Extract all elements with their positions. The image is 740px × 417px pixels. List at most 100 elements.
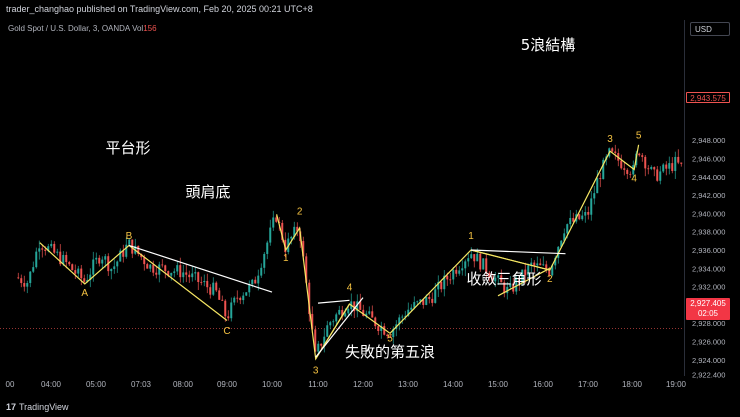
pattern-label: 平台形 [105, 139, 150, 157]
candle-body [263, 253, 266, 268]
candle-body [23, 283, 26, 287]
candle-body [92, 259, 95, 275]
x-tick-label: 19:00 [666, 380, 687, 389]
candle-body [677, 156, 680, 163]
y-tick-label: 2,944.000 [692, 173, 725, 182]
candle-body [344, 313, 347, 317]
vol-label: Vol [132, 24, 144, 33]
pattern-line-wave4-trend [315, 297, 364, 358]
y-tick-label: 2,924.000 [692, 356, 725, 365]
x-tick-label: 14:00 [443, 380, 464, 389]
tradingview-logo[interactable]: 17 TradingView [6, 402, 69, 412]
candle-body [542, 264, 545, 266]
candle-body [122, 250, 125, 257]
candle-body [38, 248, 41, 252]
candle-body [359, 301, 362, 310]
x-tick-label: 12:00 [353, 380, 374, 389]
candle-body [524, 269, 527, 276]
candle-body [404, 315, 407, 317]
candle-body [239, 297, 242, 301]
candle-body [188, 274, 191, 278]
candle-body [293, 226, 296, 237]
candle-body [356, 301, 359, 312]
wave-label: 1 [468, 231, 474, 242]
candle-body [578, 214, 581, 220]
candle-body [680, 162, 683, 164]
candle-body [86, 280, 89, 282]
candle-body [383, 326, 386, 335]
candle-body [41, 248, 44, 250]
wave-label: 4 [347, 282, 353, 293]
x-tick-label: 08:00 [173, 380, 194, 389]
candle-body [572, 217, 575, 222]
candle-body [317, 343, 320, 352]
candle-body [281, 222, 284, 240]
pattern-label: 頭肩底 [185, 183, 230, 201]
candle-body [224, 300, 227, 317]
current-price-tag: 2,927.405 02:05 [686, 298, 730, 320]
candle-body [413, 302, 416, 308]
pattern-line-flat [39, 242, 228, 321]
candle-body [65, 254, 68, 263]
candle-body [104, 256, 107, 260]
candle-body [50, 243, 53, 247]
candle-body [674, 156, 677, 171]
candle-body [539, 263, 542, 266]
pattern-line-triangle-upper-lower [497, 267, 551, 297]
candle-body [566, 224, 569, 234]
candle-body [179, 265, 182, 278]
wave-label: A [81, 288, 88, 299]
candle-body [176, 265, 179, 272]
y-tick-label: 2,934.000 [692, 264, 725, 273]
candle-body [584, 212, 587, 216]
symbol-legend[interactable]: Gold Spot / U.S. Dollar, 3, OANDA Vol156 [8, 24, 157, 33]
candle-body [68, 262, 71, 265]
y-tick-label: 2,948.000 [692, 136, 725, 145]
candle-body [464, 261, 467, 269]
publish-bar: trader_changhao published on TradingView… [0, 0, 740, 20]
candle-body [26, 283, 29, 287]
candle-body [62, 254, 65, 265]
candle-body [353, 301, 356, 312]
candle-body [302, 241, 305, 257]
candle-body [638, 153, 641, 156]
candle-body [392, 328, 395, 338]
candle-body [200, 282, 203, 283]
candle-body [266, 242, 269, 254]
candle-body [581, 215, 584, 220]
wave-label: 2 [547, 274, 553, 285]
pattern-line-impulse-up [389, 144, 640, 334]
candle-body [260, 267, 263, 276]
candle-body [629, 173, 632, 175]
candle-body [329, 322, 332, 326]
candle-body [110, 269, 113, 272]
currency-button[interactable]: USD [690, 22, 730, 36]
candle-body [149, 264, 152, 269]
wave-label: C [223, 326, 230, 337]
publish-text: trader_changhao published on TradingView… [6, 4, 313, 14]
candle-body [611, 148, 614, 152]
candle-body [254, 279, 257, 284]
candle-body [443, 275, 446, 290]
last-price-tag: 2,943.575 [686, 92, 730, 103]
candle-body [488, 272, 491, 278]
current-price-value: 2,927.405 [690, 299, 726, 308]
candle-body [44, 249, 47, 251]
candle-body [446, 275, 449, 280]
candle-body [458, 270, 461, 274]
candle-body [386, 334, 389, 336]
candle-body [647, 168, 650, 170]
candle-body [35, 251, 38, 268]
candle-body [137, 245, 140, 254]
candle-body [587, 212, 590, 215]
candle-body [659, 171, 662, 181]
y-tick-label: 2,946.000 [692, 155, 725, 164]
tradingview-logo-icon: 17 [6, 402, 17, 412]
candle-body [296, 226, 299, 232]
candle-body [161, 264, 164, 266]
candle-body [671, 163, 674, 171]
wave-label: 1 [283, 253, 289, 264]
candle-body [320, 343, 323, 346]
y-tick-label: 2,928.000 [692, 319, 725, 328]
